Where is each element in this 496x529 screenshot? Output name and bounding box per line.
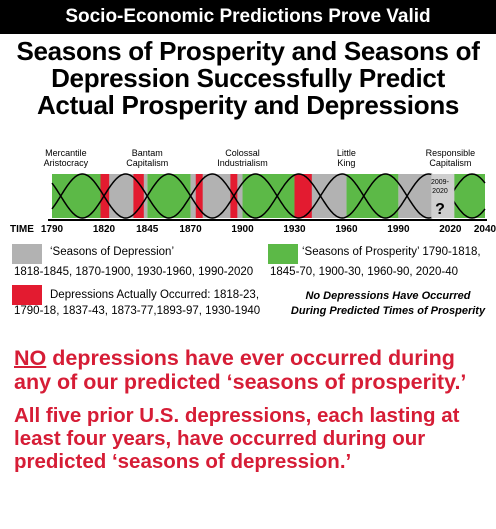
legend-prosperity-years: 1845-70, 1900-30, 1960-90, 2020-40 [270,266,458,278]
x-tick-label: 1845 [136,224,159,235]
seasons-chart: TIME 1790 1820 1845 1870 1900 1930 1960 1990 2020… [10,148,496,235]
actual-depression-bar [294,174,312,218]
era-label: Responsible [426,148,476,158]
x-tick-label: 1960 [335,224,358,235]
prosperity-season-band [450,174,485,218]
x-tick-label: 1900 [231,224,254,235]
legend-actual-years: 1790-18, 1837-43, 1873-77,1893-97, 1930-… [14,305,261,317]
x-axis-label: TIME [10,224,34,235]
actual-depression-bar [100,174,110,218]
x-tick-label: 1930 [283,224,306,235]
x-tick-label: 1990 [387,224,410,235]
actual-depression-bar [133,174,144,218]
inset-label: 2020 [432,188,448,195]
x-tick-label: 1870 [179,224,202,235]
legend-actual-swatch [12,285,42,305]
legend-actual-label: Depressions Actually Occurred: 1818-23, [50,289,260,301]
era-label: Mercantile [45,148,87,158]
legend-depression-swatch [12,244,42,264]
x-tick-label: 1790 [41,224,64,235]
era-label: Little [337,148,356,158]
era-label: Bantam [132,148,163,158]
actual-depression-bar [195,174,203,218]
headline-five-depressions: All five prior U.S. depressions, each la… [14,404,460,473]
question-mark: ? [435,201,445,218]
headline-no-rest: depressions have ever occurred during an… [14,346,467,394]
inset-label: 2009- [431,179,450,186]
title-line: Depression Successfully Predict [51,63,445,93]
note-line: During Predicted Times of Prosperity [290,305,486,317]
x-tick-label: 2040 [474,224,496,235]
era-label: King [337,158,355,168]
headline-no-emphasis: NO [14,346,47,370]
legend-depression-label: ‘Seasons of Depression’ [50,246,175,258]
x-tick-label: 2020 [439,224,462,235]
banner: Socio-Economic Predictions Prove Valid [0,0,496,34]
era-label: Industrialism [217,158,268,168]
era-label: Capitalism [429,158,471,168]
legend-note: No Depressions Have Occurred During Pred… [290,289,486,319]
title-line: Seasons of Prosperity and Seasons of [16,36,480,66]
page-title: Seasons of Prosperity and Seasons of Dep… [0,38,496,119]
cycle-wave-line [51,173,486,219]
prosperity-season-band [346,174,399,218]
legend-prosperity-label: ‘Seasons of Prosperity’ 1790-1818, [302,246,481,258]
prosperity-season-band [147,174,191,218]
headline-no-depressions: NO depressions have ever occurred during… [14,346,490,394]
legend-depression-years: 1818-1845, 1870-1900, 1930-1960, 1990-20… [14,266,254,278]
prosperity-season-band [242,174,295,218]
era-label: Colossal [225,148,260,158]
era-label: Aristocracy [44,158,89,168]
x-tick-label: 1820 [93,224,116,235]
legend-prosperity-swatch [268,244,298,264]
inset-band [431,174,455,218]
title-line: Actual Prosperity and Depressions [36,90,460,120]
era-label: Capitalism [126,158,168,168]
cycle-wave-line [51,173,486,219]
note-line: No Depressions Have Occurred [305,290,471,302]
